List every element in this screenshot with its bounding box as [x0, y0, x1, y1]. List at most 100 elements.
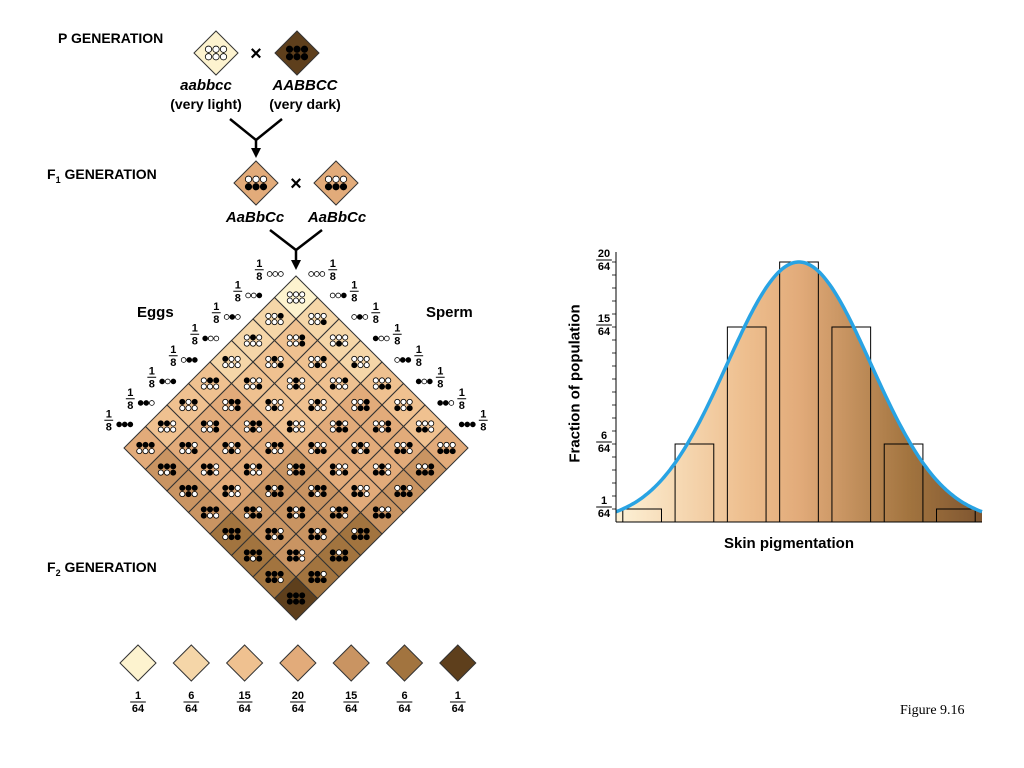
dominant-allele-dot [206, 469, 213, 476]
recessive-allele-dot [206, 383, 213, 390]
dominant-allele-dot [265, 448, 272, 455]
egg-gamete: 18 [168, 344, 198, 369]
recessive-allele-dot [185, 405, 192, 412]
fraction-denominator: 8 [330, 271, 336, 283]
recessive-allele-dot [313, 271, 320, 277]
dominant-allele-dot [308, 570, 315, 577]
allele-dots [222, 398, 241, 412]
fraction-denominator: 64 [452, 703, 465, 715]
p-cross-arrow-head [251, 148, 261, 158]
recessive-allele-dot [314, 319, 321, 326]
recessive-allele-dot [406, 398, 413, 405]
allele-dots [286, 420, 306, 433]
p-parent2-diamond [274, 30, 320, 76]
fraction-denominator: 8 [127, 400, 133, 412]
recessive-allele-dot [170, 426, 177, 433]
fraction-numerator: 1 [235, 279, 241, 291]
recessive-allele-dot [299, 383, 306, 390]
recessive-allele-dot [320, 534, 327, 541]
fraction-denominator: 64 [598, 443, 611, 455]
recessive-allele-dot [394, 484, 401, 491]
dominant-allele-dot [243, 555, 250, 562]
recessive-allele-dot [320, 312, 327, 319]
allele-dots [265, 527, 284, 541]
recessive-allele-dot [250, 292, 257, 299]
fraction-denominator: 64 [345, 703, 358, 715]
egg-gamete-fraction: 18 [233, 279, 243, 304]
dominant-allele-dot [137, 400, 144, 406]
recessive-allele-dot [363, 441, 370, 448]
recessive-allele-dot [277, 527, 284, 534]
recessive-allele-dot [252, 175, 260, 183]
dominant-allele-dot [228, 527, 235, 534]
dominant-allele-dot [406, 491, 413, 498]
f1-parent2-genotype: AaBbCc [307, 209, 367, 226]
allele-dots [265, 441, 284, 455]
allele-dots [200, 420, 220, 433]
dominant-allele-dot [249, 426, 256, 433]
dominant-allele-dot [259, 183, 268, 191]
phenotype-class-diamond [279, 644, 317, 682]
dominant-allele-dot [470, 421, 476, 428]
sperm-gamete: 18 [394, 344, 424, 369]
sperm-gamete: 18 [372, 322, 402, 347]
dominant-allele-dot [265, 527, 272, 534]
fraction-denominator: 8 [256, 271, 262, 283]
f1-generation-label: F1 GENERATION [47, 166, 157, 185]
f1-cross-arrow-lines [269, 229, 323, 252]
fraction-numerator: 15 [238, 690, 250, 702]
dominant-allele-dot [228, 484, 235, 491]
allele-dots [243, 377, 263, 390]
fraction-denominator: 8 [437, 378, 443, 390]
fraction-denominator: 64 [398, 703, 411, 715]
allele-dots [222, 355, 241, 369]
fraction-numerator: 15 [345, 690, 357, 702]
fraction-numerator: 1 [135, 690, 141, 702]
dominant-allele-dot [200, 420, 207, 427]
fraction-denominator: 8 [351, 292, 357, 304]
dominant-allele-dot [372, 469, 379, 476]
recessive-allele-dot [266, 271, 273, 277]
recessive-allele-dot [314, 527, 321, 534]
recessive-allele-dot [265, 441, 272, 448]
allele-dots [308, 271, 326, 277]
sperm-gamete-fraction: 18 [328, 258, 338, 283]
allele-dots [415, 463, 435, 476]
p-parent2-phenotype: (very dark) [269, 96, 341, 112]
dominant-allele-dot [357, 491, 364, 498]
recessive-allele-dot [357, 398, 364, 405]
recessive-allele-dot [234, 484, 241, 491]
recessive-allele-dot [200, 377, 207, 384]
fraction-numerator: 1 [455, 690, 461, 702]
p-cross-symbol: × [250, 43, 262, 65]
allele-dots [265, 312, 284, 326]
recessive-allele-dot [394, 398, 401, 405]
recessive-allele-dot [249, 383, 256, 390]
recessive-allele-dot [332, 175, 340, 183]
dominant-allele-dot [363, 527, 370, 534]
recessive-allele-dot [415, 463, 422, 470]
allele-dots [157, 420, 177, 433]
dominant-allele-dot [442, 400, 449, 406]
dominant-allele-dot [329, 512, 336, 519]
dominant-allele-dot [363, 398, 370, 405]
sperm-gamete-fraction: 18 [435, 365, 445, 390]
recessive-allele-dot [243, 426, 250, 433]
dominant-allele-dot [249, 420, 256, 427]
allele-dots [372, 463, 392, 476]
recessive-allele-dot [207, 335, 214, 342]
dominant-allele-dot [143, 400, 150, 406]
recessive-allele-dot [342, 340, 349, 347]
recessive-allele-dot [292, 297, 299, 304]
recessive-allele-dot [339, 175, 348, 183]
dominant-allele-dot [300, 53, 309, 61]
dominant-allele-dot [293, 45, 301, 53]
dominant-allele-dot [308, 527, 315, 534]
recessive-allele-dot [342, 383, 349, 390]
allele-dots [285, 45, 309, 61]
allele-dots [137, 400, 155, 406]
fraction-denominator: 64 [132, 703, 145, 715]
f1-parent2-diamond [313, 160, 359, 206]
